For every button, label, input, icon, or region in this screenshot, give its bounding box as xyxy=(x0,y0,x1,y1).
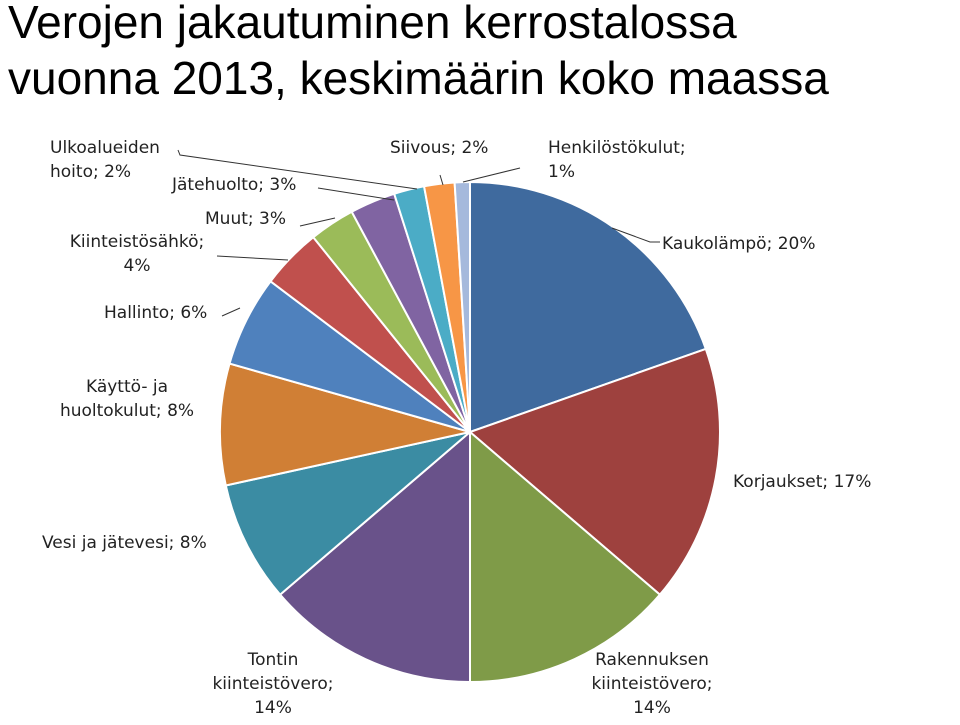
label-leader-lines xyxy=(177,149,660,317)
slice-label-line: Käyttö- ja xyxy=(86,377,168,397)
leader-line-siivous xyxy=(439,174,444,186)
slice-label-line: 14% xyxy=(254,698,292,718)
leader-line-ulkoalueiden-hoito xyxy=(177,149,418,190)
slice-label-kaukolampo: Kaukolämpö; 20% xyxy=(662,234,816,254)
slice-label-line: Muut; 3% xyxy=(205,209,286,229)
slice-label-line: kiinteistövero; xyxy=(591,674,712,694)
leader-line-jatehuolto xyxy=(317,187,395,201)
pie-slice-tontin-kiinteistovero xyxy=(278,429,471,684)
pie-slice-kaytto-ja-huoltokulut xyxy=(219,362,471,487)
slice-label-muut: Muut; 3% xyxy=(205,209,286,229)
slice-label-kiinteistosahko: Kiinteistösähkö; 4% xyxy=(70,232,205,276)
slice-label-line: Jätehuolto; 3% xyxy=(171,175,296,195)
pie-slice-henkilostokulut xyxy=(453,180,471,433)
slice-label-hallinto: Hallinto; 6% xyxy=(104,303,207,323)
slice-labels: Kaukolämpö; 20% Korjaukset; 17% Rakennukse… xyxy=(42,138,871,718)
slice-label-line: Henkilöstökulut; xyxy=(548,138,686,158)
slice-label-line: Ulkoalueiden xyxy=(50,138,160,158)
slice-label-henkilostokulut: Henkilöstökulut; 1% xyxy=(548,138,686,182)
slice-label-line: kiinteistövero; xyxy=(212,674,333,694)
slice-label-kaytto-ja-huoltokulut: Käyttö- ja huoltokulut; 8% xyxy=(60,377,194,421)
slice-label-line: Rakennuksen xyxy=(595,650,709,670)
slice-label-line: 4% xyxy=(124,256,151,276)
leader-line-muut xyxy=(299,217,336,227)
slice-label-line: huoltokulut; 8% xyxy=(60,401,194,421)
slice-label-line: Tontin xyxy=(247,650,299,670)
slice-label-line: Hallinto; 6% xyxy=(104,303,207,323)
pie-slice-rakennuksen-kiinteistovero xyxy=(469,429,662,684)
chart-title-line-1: Verojen jakautuminen kerrostalossa xyxy=(8,0,737,48)
leader-line-henkilostokulut xyxy=(462,167,521,183)
slice-label-line: Vesi ja jätevesi; 8% xyxy=(42,533,207,553)
slice-label-rakennuksen-kiinteistovero: Rakennuksen kiinteistövero; 14% xyxy=(591,650,712,718)
slice-label-line: hoito; 2% xyxy=(50,162,131,182)
slice-label-tontin-kiinteistovero: Tontin kiinteistövero; 14% xyxy=(212,650,333,718)
leader-line-hallinto xyxy=(221,307,241,317)
slice-label-siivous: Siivous; 2% xyxy=(390,138,488,158)
slice-label-line: Kiinteistösähkö; xyxy=(70,232,205,252)
slice-label-line: Siivous; 2% xyxy=(390,138,488,158)
slice-label-jatehuolto: Jätehuolto; 3% xyxy=(171,175,296,195)
slice-label-korjaukset: Korjaukset; 17% xyxy=(733,472,871,492)
pie-slices xyxy=(219,180,721,684)
slice-label-line: 1% xyxy=(548,162,575,182)
leader-line-kiinteistosahko xyxy=(216,255,289,261)
chart-title-line-2: vuonna 2013, keskimäärin koko maassa xyxy=(8,52,829,104)
slice-label-line: 14% xyxy=(633,698,671,718)
slice-label-ulkoalueiden-hoito: Ulkoalueiden hoito; 2% xyxy=(50,138,160,182)
chart-title: Verojen jakautuminen kerrostalossa vuonn… xyxy=(8,0,829,106)
slice-label-vesi-ja-jatevesi: Vesi ja jätevesi; 8% xyxy=(42,533,207,553)
slice-label-line: Korjaukset; 17% xyxy=(733,472,871,492)
slice-label-line: Kaukolämpö; 20% xyxy=(662,234,816,254)
pie-slice-korjaukset xyxy=(468,347,721,597)
leader-line-kaukolampo xyxy=(611,227,660,243)
